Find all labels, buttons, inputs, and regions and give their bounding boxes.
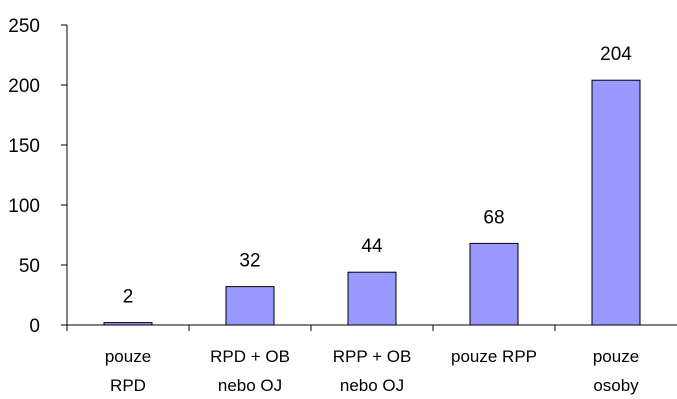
- y-tick-label-200: 200: [8, 76, 40, 97]
- bar-4: [469, 242, 519, 326]
- bar-3: [347, 271, 397, 326]
- data-label-4: 68: [483, 207, 504, 228]
- data-label-2: 32: [239, 251, 260, 272]
- data-label-5: 204: [600, 44, 632, 65]
- axes-layer: [61, 24, 677, 331]
- category-label-5: pouze osoby: [593, 347, 639, 395]
- y-tick-label-150: 150: [8, 136, 40, 157]
- category-label-1: pouze RPD: [105, 347, 151, 395]
- category-label-4: pouze RPP: [451, 347, 537, 366]
- data-label-3: 44: [361, 236, 383, 257]
- labels-layer: 2 32 44 68 204 0 50 100 150 200 250 pouze RPD RPD + O…: [8, 16, 639, 395]
- y-tick-label-50: 50: [19, 256, 40, 277]
- y-tick-label-100: 100: [8, 196, 40, 217]
- bars-layer: [103, 79, 641, 326]
- y-tick-label-250: 250: [8, 16, 40, 37]
- data-label-1: 2: [123, 287, 134, 308]
- y-tick-label-0: 0: [29, 316, 40, 337]
- bar-2: [225, 286, 275, 326]
- category-label-2: RPD + OB nebo OJ: [210, 347, 290, 395]
- category-label-3: RPP + OB nebo OJ: [333, 347, 412, 395]
- bar-5: [591, 79, 641, 326]
